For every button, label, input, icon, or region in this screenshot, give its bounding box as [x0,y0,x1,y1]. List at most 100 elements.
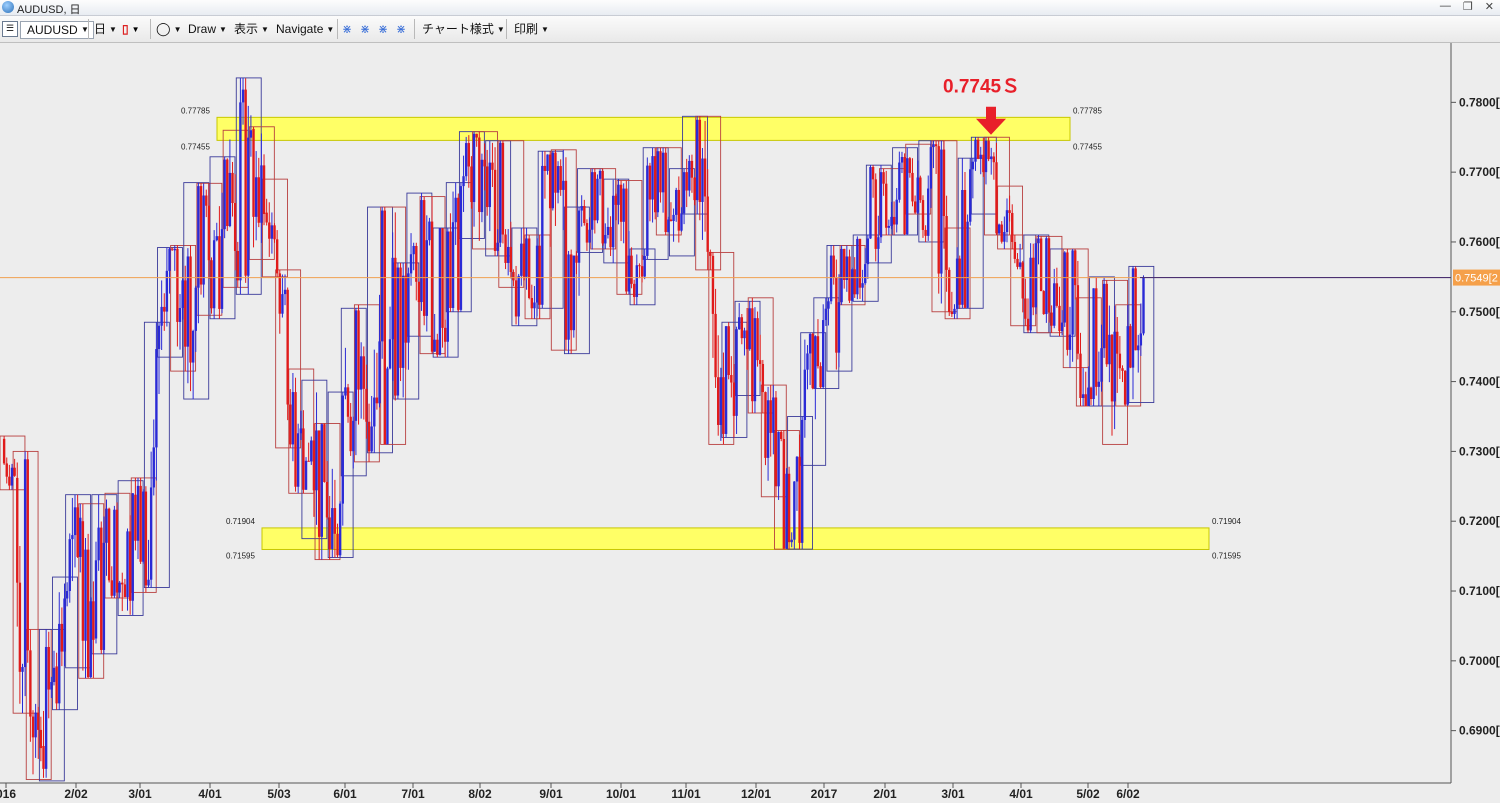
candle-body [1071,250,1074,335]
price-tick-label: 0.7600[0 [1459,235,1500,249]
candle-body [937,146,940,274]
candle-body [869,167,872,239]
candle-body [483,159,486,167]
candle-body [858,238,862,288]
candle-body [488,162,492,208]
candle-body [667,219,670,233]
candle-body [241,89,245,103]
weekly-range-box [708,251,735,445]
candle-body [722,377,725,434]
window-controls: — ❐ ✕ [1440,0,1494,13]
candle-body [583,206,586,224]
circle-tool-icon[interactable]: ◯ ▼ [156,21,182,36]
close-icon[interactable]: ✕ [1484,1,1494,13]
candle-body [136,485,140,541]
candle-body [1034,243,1038,308]
candle-body [814,336,817,389]
chart-style-menu[interactable]: チャート様式 ▼ [422,20,505,38]
candle-body [520,243,523,276]
candle-body [212,240,216,309]
candle-body [995,162,998,234]
candle-body [522,243,526,277]
toolbar-separator [150,19,151,39]
timeframe-dropdown[interactable]: 日 ▼ [94,20,117,38]
candle-body [759,360,762,364]
candle-body [470,166,473,203]
price-tick-label: 0.6900[0 [1459,724,1500,738]
candle-body [1134,268,1137,351]
candle-body [798,456,801,543]
candle-body [37,712,40,730]
candle-body [556,166,560,193]
candle-body [617,184,620,205]
candle-body [1113,331,1116,402]
candle-body [861,283,864,288]
candle-body [950,311,954,315]
candle-body [2,438,6,464]
candle-body [31,716,35,738]
restore-icon[interactable]: ❐ [1462,1,1473,13]
candle-body [1068,334,1072,350]
scroll-left-icon[interactable]: ⋇ [378,22,389,36]
candle-body [18,582,22,672]
navigate-menu[interactable]: Navigate ▼ [276,20,334,38]
candle-body [60,623,64,652]
candle-body [1053,283,1056,326]
candle-body [772,397,775,433]
candle-body [386,368,389,445]
candle-body [703,158,707,197]
candle-body [1092,288,1095,400]
weekly-range-box [301,379,328,540]
candle-body [302,428,305,490]
candle-body [942,149,946,216]
candle-body [732,382,736,416]
candle-body [885,183,888,228]
candle-body [459,186,463,310]
price-tick-label: 0.7400[0 [1459,375,1500,389]
candle-body [228,172,232,227]
candle-body [632,283,636,297]
candle-body [394,257,397,396]
minimize-icon[interactable]: — [1439,0,1451,12]
candle-body [286,289,289,405]
candle-body [296,433,300,487]
symbol-selector[interactable]: AUDUSD [20,21,94,39]
candle-body [1024,298,1027,319]
time-tick-label: 8/02 [468,787,492,801]
candle-body [396,267,400,396]
candle-body [966,221,969,308]
candle-body [801,419,804,543]
candle-body [438,228,442,355]
scroll-right-icon[interactable]: ⋇ [396,22,407,36]
candle-body [210,260,213,309]
candle-body [780,431,783,439]
candle-body [205,195,208,206]
draw-menu[interactable]: Draw ▼ [188,20,227,38]
candle-body [344,387,347,396]
timeframe-label: 日 [94,22,107,36]
candle-body [1037,238,1040,244]
candle-body [131,493,134,601]
symbol-dropdown-icon[interactable]: ▼ [81,25,89,34]
candle-body [514,280,518,317]
candle-body [163,306,166,312]
candle-body [92,601,95,640]
toolbar-separator [506,19,507,39]
candle-body [1131,268,1135,368]
candlestick-type-icon[interactable]: ▯ ▼ [122,22,140,36]
print-menu[interactable]: 印刷 ▼ [514,20,549,38]
candle-body [123,584,127,598]
candle-body [26,459,29,651]
candle-body [176,248,179,322]
candle-body [890,216,893,226]
zoom-in-icon[interactable]: ⋇ [342,22,353,36]
price-chart[interactable]: 0.77785 0.77785 0.77455 0.77455 0.71904 0.719… [0,43,1500,803]
candle-body [990,156,993,160]
candle-body [47,646,50,690]
chevron-down-icon: ▼ [109,25,117,34]
chart-style-label: チャート様式 [422,22,494,36]
chart-menu-icon[interactable]: ☰ [2,21,18,37]
display-menu[interactable]: 表示 ▼ [234,20,269,38]
zoom-out-icon[interactable]: ⋇ [360,22,371,36]
candle-body [898,162,901,200]
